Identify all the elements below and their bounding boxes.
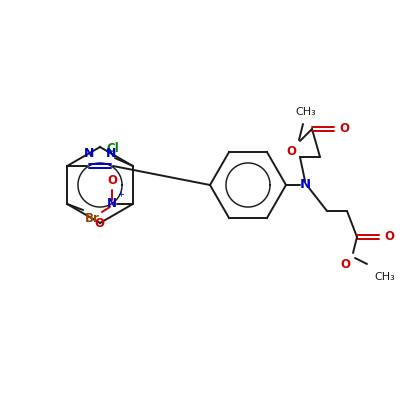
Text: O: O <box>384 230 394 244</box>
Text: N: N <box>107 196 117 210</box>
Text: CH₃: CH₃ <box>296 107 316 117</box>
Text: O: O <box>340 258 350 271</box>
Text: O: O <box>286 145 296 158</box>
Text: ⁻: ⁻ <box>105 216 110 226</box>
Text: Br: Br <box>85 212 100 225</box>
Text: CH₃: CH₃ <box>374 272 395 282</box>
Text: Cl: Cl <box>106 142 119 155</box>
Text: N: N <box>106 147 116 160</box>
Text: +: + <box>117 190 124 199</box>
Text: O: O <box>107 174 117 187</box>
Text: N: N <box>300 178 310 190</box>
Text: O: O <box>339 122 349 136</box>
Text: O: O <box>94 217 104 230</box>
Text: N: N <box>84 147 94 160</box>
